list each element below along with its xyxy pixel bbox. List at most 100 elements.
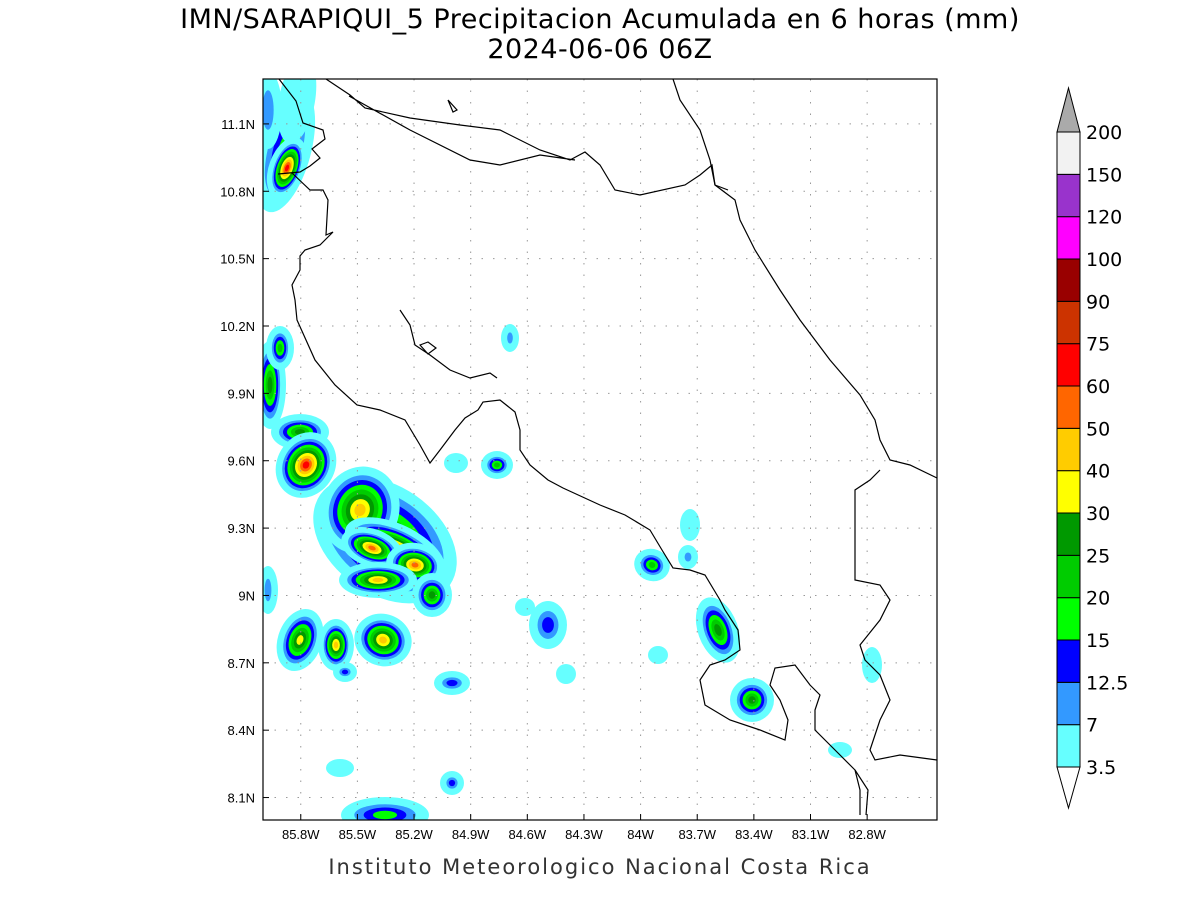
- colorbar-label: 15: [1086, 630, 1110, 652]
- lat-tick-label: 9.6N: [228, 454, 255, 469]
- precip-contour: [354, 503, 366, 517]
- precip-contour: [828, 742, 852, 758]
- colorbar-swatch: [1056, 300, 1081, 345]
- colorbar-swatch: [1056, 173, 1081, 218]
- colorbar-swatch: [1056, 131, 1081, 175]
- lat-tick-label: 9.3N: [228, 521, 255, 536]
- panama-border: [854, 469, 937, 816]
- precip-contour: [507, 332, 513, 344]
- colorbar-label: 12.5: [1086, 672, 1128, 694]
- footer-credit: Instituto Meteorologico Nacional Costa R…: [328, 855, 872, 879]
- island: [418, 99, 458, 355]
- precip-contour: [277, 79, 317, 144]
- colorbar-swatch: [1056, 343, 1081, 387]
- colorbar-label: 90: [1086, 291, 1110, 313]
- colorbar-swatch: [1056, 681, 1081, 726]
- lat-tick-label: 10.8N: [220, 184, 255, 199]
- precip-contour: [296, 635, 304, 645]
- precip-contour: [333, 641, 339, 649]
- precip-contour: [862, 647, 882, 683]
- lon-tick-label: 83.1W: [792, 827, 830, 842]
- precip-contour: [326, 759, 354, 777]
- precip-contour: [302, 461, 310, 469]
- colorbar-swatch: [1056, 639, 1081, 683]
- colorbar-label: 150: [1086, 164, 1122, 186]
- precip-contour: [368, 545, 376, 551]
- precip-contour: [444, 453, 468, 473]
- lon-tick-label: 84W: [627, 827, 654, 842]
- colorbar-label: 40: [1086, 461, 1110, 483]
- colorbar-under-triangle: [1056, 766, 1081, 810]
- lon-tick-label: 83.7W: [678, 827, 716, 842]
- colorbar-label: 3.5: [1086, 757, 1116, 779]
- lon-tick-label: 84.6W: [509, 827, 547, 842]
- colorbar-swatch: [1056, 597, 1081, 641]
- precip-contour: [648, 646, 668, 664]
- lat-tick-label: 11.1N: [221, 117, 255, 132]
- lon-tick-label: 84.3W: [565, 827, 603, 842]
- lon-tick-label: 85.8W: [282, 827, 320, 842]
- precip-contour: [372, 577, 384, 583]
- precip-contour: [448, 779, 456, 787]
- colorbar-over-triangle: [1056, 86, 1081, 133]
- precip-contour: [277, 343, 283, 353]
- precip-contour: [267, 376, 273, 394]
- precip-contour: [284, 164, 290, 172]
- colorbar-label: 20: [1086, 588, 1110, 610]
- colorbar-swatch: [1056, 554, 1081, 599]
- lat-tick-label: 9N: [238, 588, 255, 603]
- gulf-of-nicoya: [399, 309, 498, 379]
- lon-tick-label: 82.8W: [848, 827, 886, 842]
- coastlines: [277, 79, 937, 816]
- lat-tick-label: 10.2N: [220, 319, 255, 334]
- colorbar-label: 7: [1086, 715, 1098, 737]
- colorbar-swatch: [1056, 385, 1081, 429]
- precip-contour: [714, 624, 722, 636]
- precip-contour: [494, 462, 500, 468]
- precip-contour: [379, 636, 387, 644]
- precip-contour: [680, 509, 700, 541]
- colorbar-swatch: [1056, 724, 1081, 768]
- colorbar-label: 75: [1086, 334, 1110, 356]
- lon-tick-label: 85.5W: [339, 827, 377, 842]
- precip-contour: [428, 591, 436, 599]
- colorbar-label: 100: [1086, 249, 1122, 271]
- map-title: IMN/SARAPIQUI_5 Precipitacion Acumulada …: [180, 4, 1020, 35]
- precip-contour: [263, 90, 274, 130]
- colorbar-label: 25: [1086, 545, 1110, 567]
- precip-contour: [341, 669, 349, 675]
- precip-contour: [372, 810, 398, 820]
- lat-tick-label: 8.1N: [228, 791, 255, 806]
- map-subtitle: 2024-06-06 06Z: [487, 34, 713, 65]
- precip-contour: [748, 696, 756, 704]
- colorbar-label: 50: [1086, 418, 1110, 440]
- precipitation-field: [263, 79, 882, 820]
- colorbar-swatch: [1056, 427, 1081, 472]
- precip-contour: [684, 552, 692, 562]
- lat-tick-label: 9.9N: [228, 386, 255, 401]
- precip-contour: [264, 578, 272, 602]
- caribbean-coast: [672, 79, 937, 479]
- precip-contour: [515, 598, 535, 616]
- precip-contour: [648, 561, 656, 569]
- nicaragua-coast: [277, 79, 861, 815]
- latitude-ticks: 11.1N 10.8N 10.5N 10.2N 9.9N 9.6N 9.3N 9N 8.7N 8.…: [220, 117, 269, 806]
- longitude-ticks: 85.8W 85.5W 85.2W 84.9W 84.6W 84.3W 84W 83.7W 83…: [282, 814, 887, 842]
- colorbar-swatch: [1056, 216, 1081, 260]
- lat-tick-label: 8.7N: [228, 656, 255, 671]
- graticule: [263, 79, 937, 820]
- colorbar: 3.5 7 12.5 15 20 25 30 40 50 60 75 90 100 120 150 200: [1056, 86, 1128, 810]
- lat-tick-label: 8.4N: [228, 723, 255, 738]
- precip-contour: [446, 679, 458, 687]
- lon-tick-label: 83.4W: [735, 827, 773, 842]
- colorbar-swatch: [1056, 258, 1081, 302]
- colorbar-label: 120: [1086, 207, 1122, 229]
- colorbar-swatch: [1056, 470, 1081, 514]
- nicaragua-border: [325, 79, 729, 196]
- lon-tick-label: 84.9W: [452, 827, 490, 842]
- precip-contour: [556, 664, 576, 684]
- colorbar-label: 200: [1086, 122, 1122, 144]
- precip-contour: [411, 562, 419, 568]
- colorbar-label: 30: [1086, 503, 1110, 525]
